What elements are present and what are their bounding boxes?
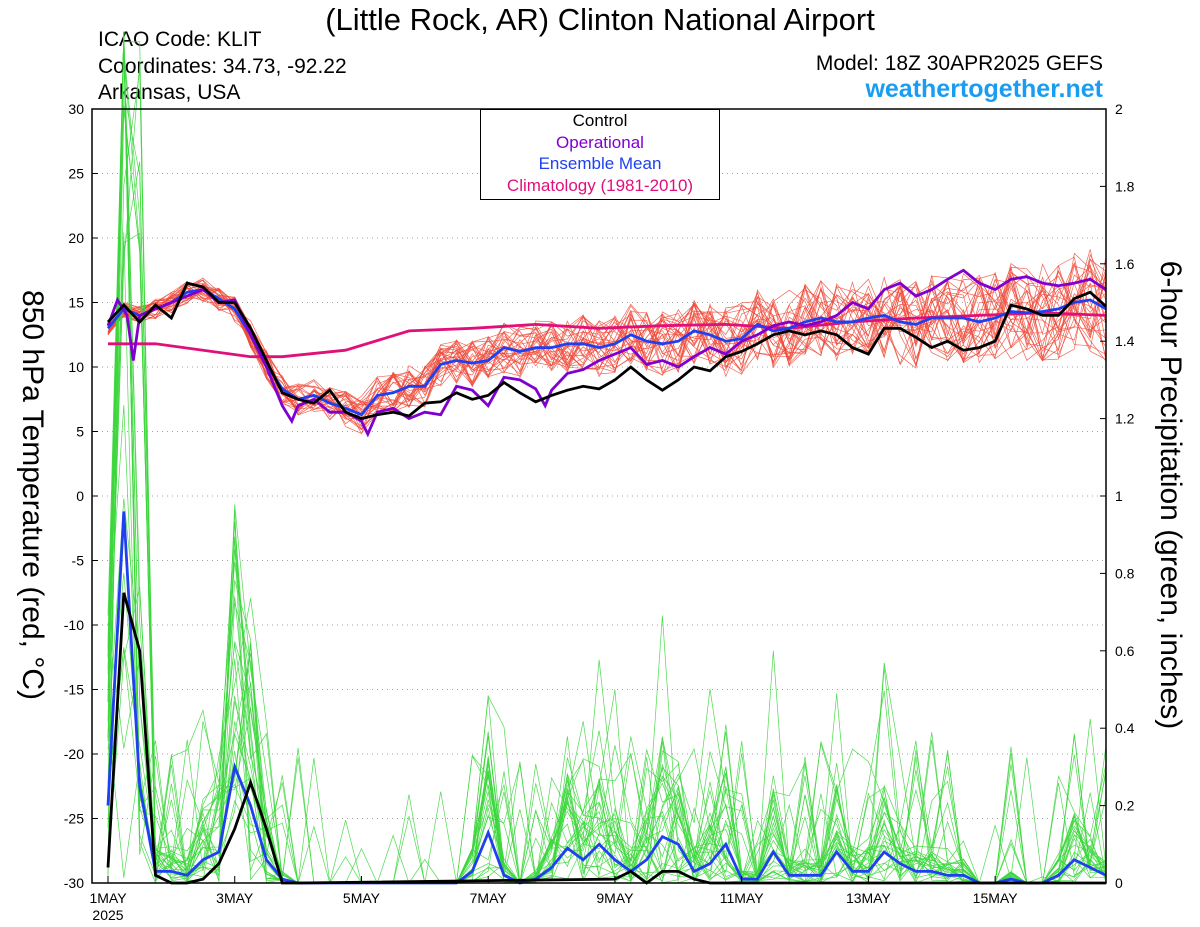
y-tick-label-right: 0 bbox=[1115, 875, 1123, 891]
y-tick-label-left: -25 bbox=[64, 811, 84, 827]
legend-ensemble-mean: Ensemble Mean bbox=[538, 154, 662, 173]
legend-control: Control bbox=[572, 111, 628, 130]
y-tick-label-right: 1 bbox=[1115, 488, 1123, 504]
y-tick-label-right: 0.2 bbox=[1115, 798, 1135, 814]
x-tick-label: 11MAY bbox=[720, 890, 764, 906]
legend-operational: Operational bbox=[556, 132, 644, 152]
precip-member-line bbox=[107, 521, 1107, 884]
precip-member-line bbox=[107, 91, 1107, 884]
y-tick-label-left: 15 bbox=[68, 295, 84, 311]
x-tick-label: 9MAY bbox=[596, 890, 634, 906]
temp-member-line bbox=[107, 274, 1107, 408]
axes: 302520151050-5-10-15-20-25-3021.81.61.41… bbox=[64, 101, 1135, 923]
region: Arkansas, USA bbox=[98, 81, 241, 104]
y-tick-label-left: -15 bbox=[64, 682, 84, 698]
temp-control-line bbox=[106, 281, 1107, 421]
precip-member-line bbox=[107, 70, 1107, 884]
precip-member-line bbox=[107, 643, 1107, 884]
y-tick-label-right: 0.4 bbox=[1115, 720, 1135, 736]
precip-member-line bbox=[107, 647, 1107, 884]
brand-link[interactable]: weathertogether.net bbox=[865, 75, 1103, 103]
y-tick-label-left: 0 bbox=[76, 488, 84, 504]
x-tick-label: 3MAY bbox=[216, 890, 254, 906]
legend: Control Operational Ensemble Mean Climat… bbox=[480, 109, 720, 200]
precip-member-line bbox=[107, 31, 1107, 884]
legend-climatology: Climatology (1981-2010) bbox=[506, 175, 694, 195]
temp-member-line bbox=[107, 261, 1107, 411]
series-lines bbox=[106, 268, 1107, 885]
precip-member-line bbox=[107, 32, 1107, 884]
x-year-label: 2025 bbox=[92, 907, 123, 923]
y-tick-label-left: 20 bbox=[68, 230, 84, 246]
y-tick-label-left: 10 bbox=[68, 359, 84, 375]
precip-member-line bbox=[107, 161, 1107, 884]
precip-control-line bbox=[106, 592, 1106, 885]
y-tick-label-right: 2 bbox=[1115, 101, 1123, 117]
precip-member-line bbox=[107, 63, 1107, 884]
precip-member-line bbox=[107, 580, 1107, 884]
chart-title: (Little Rock, AR) Clinton National Airpo… bbox=[325, 2, 875, 37]
y-tick-label-right: 1.2 bbox=[1115, 411, 1135, 427]
model-run: Model: 18Z 30APR2025 GEFS bbox=[815, 52, 1103, 75]
y-tick-label-right: 0.8 bbox=[1115, 565, 1135, 581]
x-tick-label: 5MAY bbox=[343, 890, 381, 906]
x-tick-label: 1MAY bbox=[89, 890, 127, 906]
y-tick-label-left: -10 bbox=[64, 617, 84, 633]
temp-operational-line bbox=[106, 268, 1107, 438]
precip-member-line bbox=[107, 49, 1107, 884]
precip-member-line bbox=[107, 31, 1107, 884]
y-tick-label-left: -5 bbox=[72, 553, 85, 569]
y-tick-label-right: 0.6 bbox=[1115, 643, 1135, 659]
x-tick-label: 7MAY bbox=[470, 890, 508, 906]
y-tick-label-right: 1.6 bbox=[1115, 256, 1135, 272]
precip-member-line bbox=[107, 31, 1107, 884]
y-tick-label-left: -20 bbox=[64, 746, 84, 762]
precip-member-line bbox=[107, 498, 1107, 884]
climatology-line bbox=[108, 311, 1107, 359]
y-tick-label-left: 30 bbox=[68, 101, 84, 117]
y-tick-label-left: 25 bbox=[68, 166, 84, 182]
coordinates: Coordinates: 34.73, -92.22 bbox=[98, 55, 347, 78]
x-tick-label: 13MAY bbox=[846, 890, 892, 906]
precip-mean-line bbox=[106, 511, 1107, 885]
y-tick-label-right: 1.4 bbox=[1115, 333, 1135, 349]
y-tick-label-left: -30 bbox=[64, 875, 84, 891]
y-tick-label-right: 1.8 bbox=[1115, 178, 1135, 194]
icao-code: ICAO Code: KLIT bbox=[98, 28, 262, 51]
x-tick-label: 15MAY bbox=[973, 890, 1019, 906]
y-tick-label-left: 5 bbox=[76, 424, 84, 440]
